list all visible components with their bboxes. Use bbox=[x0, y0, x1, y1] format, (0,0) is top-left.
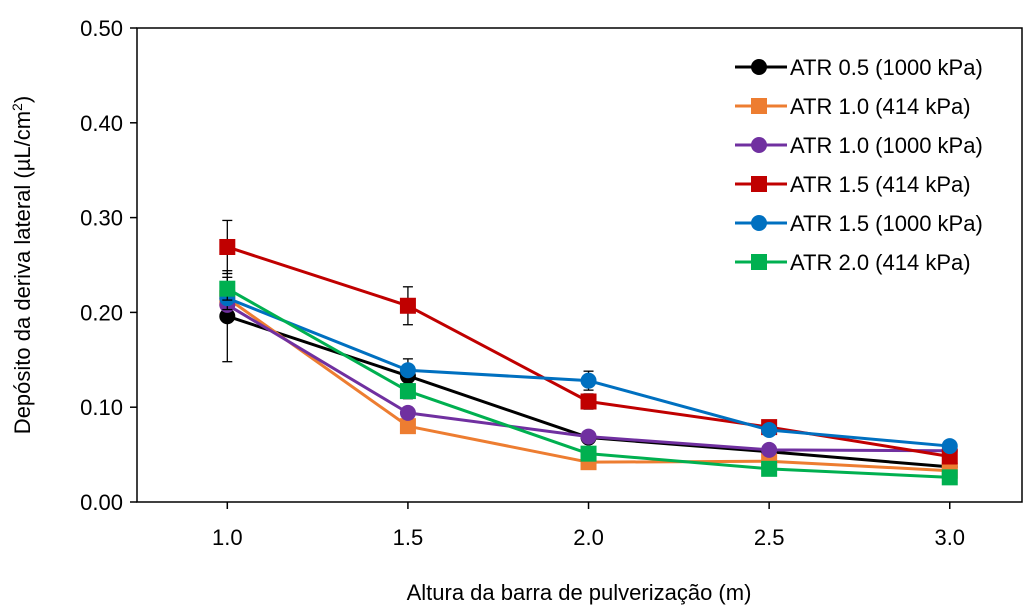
legend-label: ATR 1.0 (1000 kPa) bbox=[790, 133, 983, 158]
y-tick-label: 0.00 bbox=[80, 490, 123, 515]
series-6 bbox=[219, 276, 958, 486]
legend-marker bbox=[751, 98, 767, 114]
data-point bbox=[399, 362, 416, 379]
legend-label: ATR 2.0 (414 kPa) bbox=[790, 250, 971, 275]
data-point bbox=[941, 469, 958, 486]
legend-label: ATR 1.0 (414 kPa) bbox=[790, 94, 971, 119]
y-axis-title-superscript: 2 bbox=[9, 103, 25, 111]
legend: ATR 0.5 (1000 kPa) ATR 1.0 (414 kPa) ATR 1… bbox=[735, 55, 983, 275]
data-point bbox=[761, 441, 778, 458]
data-point bbox=[761, 460, 778, 477]
data-point bbox=[580, 428, 597, 445]
legend-marker bbox=[751, 215, 767, 231]
data-point bbox=[399, 383, 416, 400]
legend-marker bbox=[751, 254, 767, 270]
legend-item: ATR 2.0 (414 kPa) bbox=[735, 250, 971, 275]
legend-item: ATR 1.5 (414 kPa) bbox=[735, 172, 971, 197]
data-point bbox=[399, 297, 416, 314]
data-point bbox=[580, 393, 597, 410]
y-tick-label: 0.50 bbox=[80, 16, 123, 41]
y-axis-title-end: ) bbox=[10, 96, 35, 103]
legend-marker bbox=[751, 137, 767, 153]
series-5 bbox=[219, 286, 958, 455]
data-point bbox=[219, 238, 236, 255]
legend-marker bbox=[751, 59, 767, 75]
legend-item: ATR 0.5 (1000 kPa) bbox=[735, 55, 983, 80]
y-tick-label: 0.10 bbox=[80, 395, 123, 420]
data-point bbox=[399, 404, 416, 421]
x-tick-label: 2.0 bbox=[573, 525, 604, 550]
legend-label: ATR 0.5 (1000 kPa) bbox=[790, 55, 983, 80]
data-point bbox=[219, 308, 236, 325]
legend-item: ATR 1.5 (1000 kPa) bbox=[735, 211, 983, 236]
x-axis-title: Altura da barra de pulverização (m) bbox=[407, 580, 752, 605]
legend-label: ATR 1.5 (414 kPa) bbox=[790, 172, 971, 197]
data-point bbox=[941, 438, 958, 455]
x-axis-ticks: 1.0 1.5 2.0 2.5 3.0 bbox=[212, 502, 965, 550]
x-tick-label: 3.0 bbox=[934, 525, 965, 550]
y-axis-title-main: Depósito da deriva lateral (µL/cm bbox=[10, 111, 35, 434]
data-point bbox=[761, 421, 778, 438]
legend-label: ATR 1.5 (1000 kPa) bbox=[790, 211, 983, 236]
data-point bbox=[219, 280, 236, 297]
data-point bbox=[399, 418, 416, 435]
series-group bbox=[219, 219, 958, 486]
y-axis-title: Depósito da deriva lateral (µL/cm2) bbox=[9, 96, 35, 434]
y-tick-label: 0.30 bbox=[80, 206, 123, 231]
data-point bbox=[580, 445, 597, 462]
legend-item: ATR 1.0 (1000 kPa) bbox=[735, 133, 983, 158]
legend-marker bbox=[751, 176, 767, 192]
data-point bbox=[580, 372, 597, 389]
x-tick-label: 1.5 bbox=[393, 525, 424, 550]
y-tick-label: 0.20 bbox=[80, 300, 123, 325]
y-tick-label: 0.40 bbox=[80, 111, 123, 136]
y-axis-ticks: 0.00 0.10 0.20 0.30 0.40 0.50 bbox=[80, 16, 137, 515]
plot-border bbox=[136, 27, 1023, 503]
plot-frame bbox=[136, 27, 1023, 503]
x-tick-label: 1.0 bbox=[212, 525, 243, 550]
legend-item: ATR 1.0 (414 kPa) bbox=[735, 94, 971, 119]
x-tick-label: 2.5 bbox=[754, 525, 785, 550]
